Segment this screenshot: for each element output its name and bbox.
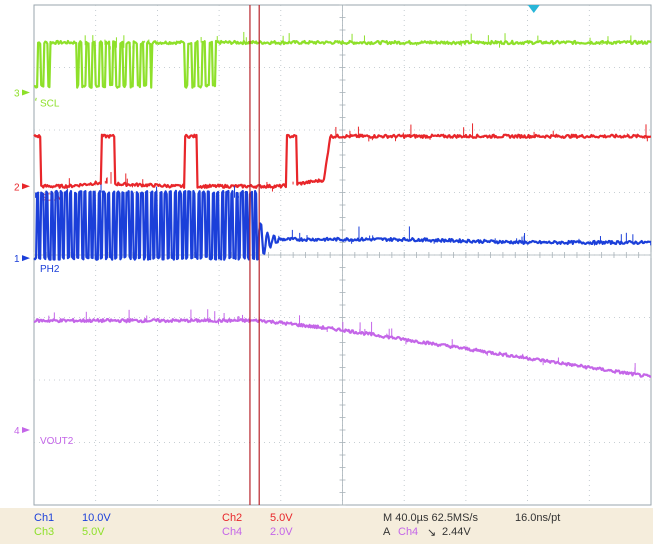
trigger-slope: ↘ — [427, 527, 437, 539]
trace-line — [33, 318, 652, 378]
resolution-readout: 16.0ns/pt — [515, 512, 561, 524]
channel-number: 1 — [14, 254, 20, 265]
channel-arrow — [22, 89, 30, 96]
ch2-scale: 5.0V — [270, 512, 293, 524]
channel-arrow — [22, 255, 30, 262]
channel-arrow — [22, 427, 30, 433]
ch4-label: Ch4 — [222, 526, 243, 538]
timebase-readout: M 40.0µs 62.5MS/s — [383, 512, 478, 524]
channel-arrow — [22, 183, 30, 190]
ch2-label: Ch2 — [222, 512, 243, 524]
ch4-scale: 2.0V — [270, 526, 293, 538]
trace-label: SCL — [40, 99, 60, 110]
trace-ph2 — [33, 184, 652, 261]
channel-4-ground-marker: 4 — [14, 426, 30, 437]
trigger-prefix: A — [383, 526, 391, 538]
trigger-position-marker — [527, 5, 540, 13]
trigger-channel: Ch4 — [398, 526, 419, 538]
ch3-label: Ch3 — [34, 526, 55, 538]
trace-scl — [33, 31, 652, 101]
trace-line — [33, 189, 652, 261]
channel-3-ground-marker: 3 — [14, 89, 30, 100]
trigger-level: 2.44V — [442, 526, 471, 538]
trace-line — [33, 39, 652, 89]
channel-1-ground-marker: 1 — [14, 254, 30, 265]
trace-sda — [33, 123, 652, 192]
channel-2-ground-marker: 2 — [14, 182, 30, 193]
ch1-scale: 10.0V — [82, 512, 111, 524]
channel-number: 3 — [14, 89, 20, 100]
trace-vout2 — [33, 309, 652, 378]
trace-label: PH2 — [40, 264, 60, 275]
ch1-label: Ch1 — [34, 512, 55, 524]
channel-number: 2 — [14, 182, 20, 193]
trace-line — [33, 133, 652, 189]
trace-label: VOUT2 — [40, 436, 74, 447]
status-bar: Ch1 10.0V Ch3 5.0V Ch2 5.0V Ch4 2.0V M 4… — [0, 508, 653, 544]
channel-number: 4 — [14, 426, 20, 437]
ch3-scale: 5.0V — [82, 526, 105, 538]
